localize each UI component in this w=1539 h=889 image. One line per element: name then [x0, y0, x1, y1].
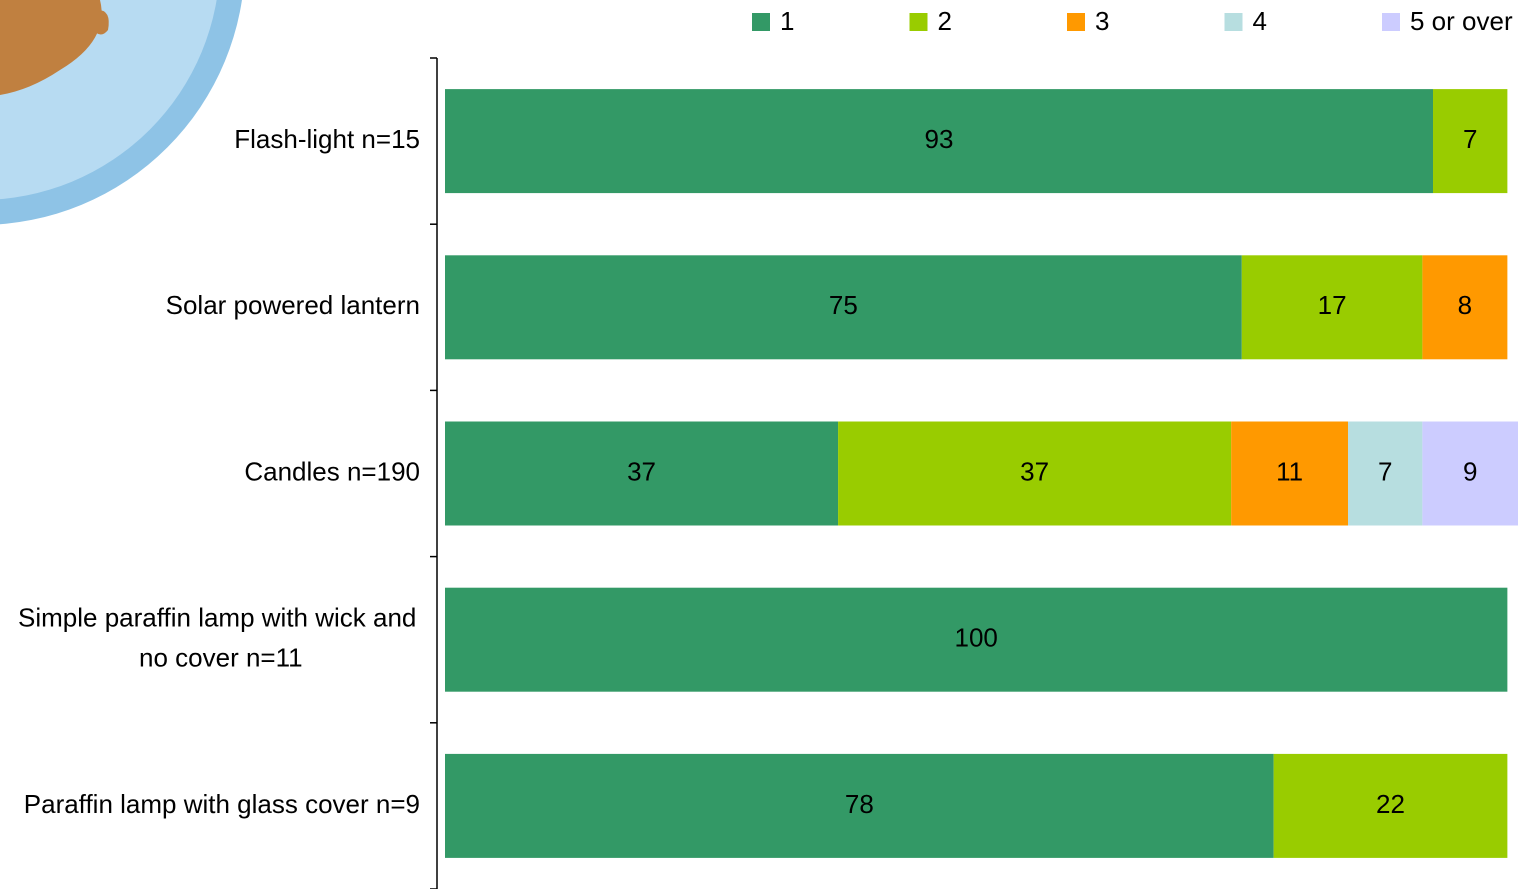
- legend-label: 2: [938, 6, 952, 36]
- legend-swatch: [1382, 13, 1400, 31]
- bar-segment: [445, 587, 1508, 692]
- legend-label: 3: [1095, 6, 1109, 36]
- legend-swatch: [752, 13, 770, 31]
- data-label: 37: [1020, 456, 1049, 486]
- legend-label: 4: [1253, 6, 1267, 36]
- bar-segment: [1348, 421, 1423, 526]
- legend-label: 5 or over: [1410, 6, 1513, 36]
- data-label: 100: [954, 623, 997, 653]
- data-label: 17: [1318, 290, 1347, 320]
- data-label: 7: [1378, 456, 1392, 486]
- category-label: Flash-light n=15: [234, 124, 420, 154]
- category-label-line: Simple paraffin lamp with wick and: [18, 603, 424, 633]
- bar-segment: [1422, 421, 1518, 526]
- legend-label: 1: [780, 6, 794, 36]
- data-label: 22: [1376, 789, 1405, 819]
- data-label: 9: [1463, 456, 1477, 486]
- logo: [0, 0, 242, 225]
- data-label: 11: [1276, 456, 1303, 486]
- category-label: Candles n=190: [244, 456, 420, 486]
- bar-segment: [1273, 753, 1508, 858]
- legend-swatch: [1067, 13, 1085, 31]
- bar-segment: [445, 421, 839, 526]
- bar-segment: [445, 753, 1274, 858]
- bar-segment: [1433, 89, 1508, 194]
- category-label: Solar powered lantern: [166, 290, 420, 320]
- data-label: 75: [829, 290, 858, 320]
- bar-segment: [1231, 421, 1349, 526]
- category-label: Simple paraffin lamp with wick and no co…: [18, 603, 424, 673]
- data-label: 78: [845, 789, 874, 819]
- bar-segment: [838, 421, 1232, 526]
- data-label: 7: [1463, 124, 1477, 154]
- category-label-line: no cover n=11: [139, 643, 303, 673]
- legend-swatch: [1224, 13, 1243, 31]
- data-label: 37: [627, 456, 656, 486]
- bar-segment: [1422, 255, 1508, 360]
- legend-swatch: [909, 13, 928, 31]
- bar-segment: [445, 255, 1242, 360]
- category-label: Paraffin lamp with glass cover n=9: [24, 789, 420, 819]
- data-label: 93: [925, 124, 954, 154]
- data-label: 8: [1458, 290, 1472, 320]
- bar-segment: [445, 89, 1434, 194]
- bar-segment: [1241, 255, 1423, 360]
